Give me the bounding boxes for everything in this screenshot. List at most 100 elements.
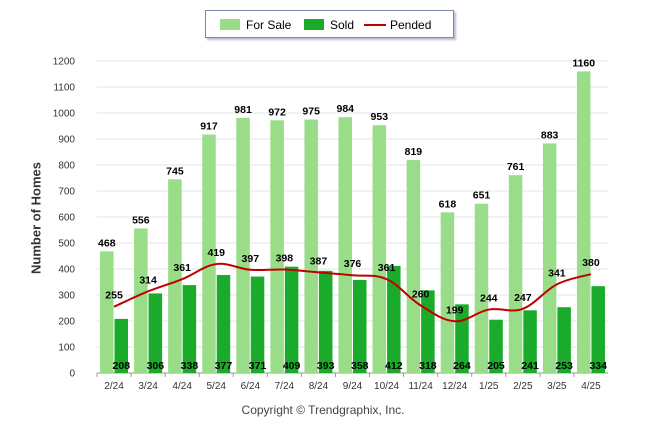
y-tick-label: 500 [58, 239, 75, 250]
x-tick-label: 1/25 [479, 381, 499, 392]
for-sale-bar [576, 71, 591, 374]
for-sale-bar [304, 119, 318, 373]
for-sale-data-label: 1160 [572, 57, 595, 69]
for-sale-bar [202, 134, 216, 373]
for-sale-data-label: 556 [132, 214, 150, 226]
for-sale-data-label: 917 [200, 121, 218, 133]
for-sale-data-label: 761 [507, 161, 525, 173]
sold-data-label: 205 [487, 360, 505, 372]
sold-bar [523, 310, 537, 373]
for-sale-data-label: 651 [473, 190, 491, 202]
x-tick-label: 12/24 [442, 381, 467, 392]
for-sale-bar [542, 143, 557, 373]
y-tick-label: 1000 [53, 109, 76, 120]
x-tick-label: 3/24 [138, 381, 158, 392]
sold-data-label: 253 [555, 360, 573, 372]
pended-data-label: 376 [344, 258, 362, 270]
x-tick-label: 2/25 [513, 381, 533, 392]
y-tick-label: 900 [58, 135, 75, 146]
for-sale-data-label: 984 [336, 103, 354, 115]
for-sale-data-label: 468 [98, 237, 116, 249]
sold-data-label: 334 [589, 360, 607, 372]
for-sale-bar [372, 125, 387, 373]
for-sale-bar [406, 160, 421, 373]
pended-data-label: 398 [276, 253, 294, 265]
sold-data-label: 338 [181, 360, 199, 372]
for-sale-swatch [220, 19, 240, 30]
x-tick-label: 6/24 [241, 381, 261, 392]
for-sale-bar [100, 251, 114, 373]
for-sale-data-label: 883 [541, 129, 559, 141]
pended-data-label: 387 [310, 255, 328, 267]
y-tick-label: 200 [58, 317, 75, 328]
legend-label-for-sale: For Sale [246, 18, 292, 32]
sold-bar [387, 265, 401, 373]
y-tick-label: 1100 [53, 83, 75, 94]
x-tick-label: 4/24 [172, 381, 192, 392]
sold-data-label: 264 [453, 360, 471, 372]
copyright-text: Copyright © Trendgraphix, Inc. [241, 403, 405, 417]
sold-data-label: 306 [147, 360, 165, 372]
pended-data-label: 247 [514, 292, 532, 304]
y-tick-label: 1200 [53, 57, 76, 68]
pended-data-label: 255 [105, 290, 123, 302]
for-sale-data-label: 972 [268, 106, 286, 118]
sold-bar [284, 266, 299, 373]
sold-bar [250, 276, 265, 373]
legend-label-pended: Pended [390, 18, 432, 32]
x-tick-label: 3/25 [547, 381, 567, 392]
pended-data-label: 397 [242, 253, 260, 265]
pended-data-label: 260 [412, 288, 430, 300]
for-sale-bar [338, 117, 352, 373]
sold-bar [216, 274, 231, 373]
sold-bar [148, 293, 163, 373]
sold-data-label: 208 [113, 360, 131, 372]
sold-bar [353, 279, 367, 373]
x-tick-label: 10/24 [374, 381, 399, 392]
sold-data-label: 409 [283, 360, 301, 372]
x-tick-label: 5/24 [206, 381, 226, 392]
pended-data-label: 199 [446, 304, 464, 316]
sold-data-label: 358 [351, 360, 369, 372]
x-tick-label: 9/24 [343, 381, 363, 392]
x-tick-label: 11/24 [408, 381, 433, 392]
legend: For Sale Sold Pended [205, 10, 454, 38]
for-sale-data-label: 981 [234, 104, 252, 116]
for-sale-data-label: 618 [439, 198, 457, 210]
pended-data-label: 361 [173, 262, 191, 274]
sold-bar [318, 270, 333, 373]
pended-data-label: 361 [378, 262, 396, 274]
pended-line-swatch [364, 24, 386, 26]
y-tick-label: 700 [58, 187, 75, 198]
sold-data-label: 393 [317, 360, 335, 372]
for-sale-bar [508, 175, 523, 373]
pended-data-label: 380 [582, 257, 600, 269]
for-sale-bar [270, 120, 284, 373]
y-tick-label: 100 [58, 343, 75, 354]
for-sale-data-label: 975 [302, 106, 320, 118]
sold-bar [489, 319, 503, 373]
for-sale-bar [440, 212, 455, 373]
pended-data-label: 244 [480, 293, 498, 305]
for-sale-data-label: 953 [371, 111, 389, 123]
for-sale-bar [236, 117, 250, 373]
pended-data-label: 419 [207, 247, 225, 259]
sold-bar [114, 318, 129, 373]
legend-label-sold: Sold [330, 18, 355, 32]
x-tick-label: 7/24 [275, 381, 295, 392]
sold-data-label: 241 [521, 360, 539, 372]
sold-data-label: 318 [419, 360, 437, 372]
y-tick-label: 600 [58, 213, 75, 224]
x-tick-label: 4/25 [581, 381, 601, 392]
y-tick-label: 0 [69, 369, 75, 380]
y-axis-label: Number of Homes [28, 162, 44, 274]
y-tick-label: 300 [58, 291, 75, 302]
sold-data-label: 412 [385, 360, 403, 372]
sold-bar [182, 285, 197, 373]
y-tick-label: 400 [58, 265, 75, 276]
for-sale-data-label: 819 [405, 146, 423, 158]
for-sale-bar [134, 228, 148, 373]
for-sale-bar [474, 203, 489, 373]
sold-data-label: 371 [249, 360, 267, 372]
